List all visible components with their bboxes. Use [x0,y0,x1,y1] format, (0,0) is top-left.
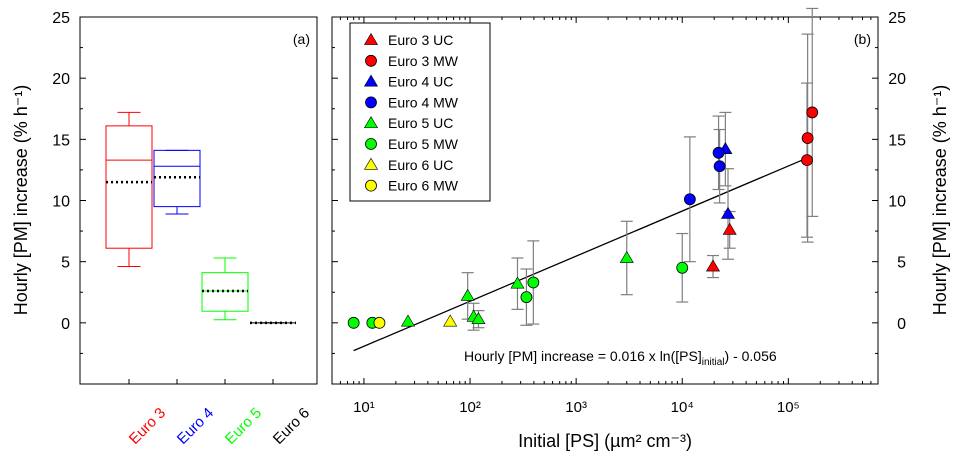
legend-marker [365,179,377,192]
panel-b-x-tick-label: 10³ [565,399,587,416]
data-points [347,106,819,329]
legend-label: Euro 4 UC [388,74,453,90]
legend-box [349,22,491,202]
panel-b-label: (b) [854,31,871,47]
category-label: Euro 4 [174,405,217,448]
panel-a-y-tick-label: 15 [52,132,70,149]
panel-b-x-tick-label: 10⁵ [777,399,800,416]
panel-a-categories: Euro 3 Euro 4 Euro 5 Euro 6 [126,379,313,448]
fit-equation-tail: ) - 0.056 [725,348,777,364]
data-point [676,261,689,274]
data-point [806,106,819,119]
data-point [720,206,736,219]
data-point [471,312,486,325]
panel-b-y-tick-label: 20 [888,71,906,88]
panel-b-y-tick-label: 5 [897,255,906,272]
legend-marker [365,96,377,109]
fit-equation-main: Hourly [PM] increase = 0.016 x ln([PS] [464,348,702,364]
data-point [527,276,540,289]
box-body [105,125,153,249]
category-label: Euro 5 [222,405,265,448]
panel-a-frame [79,16,318,385]
legend-marker [363,32,379,45]
legend-label: Euro 3 MW [388,53,459,69]
legend-marker [363,74,379,87]
panel-a-y-tick-label: 25 [52,10,70,27]
panel-a-y-tick-label: 5 [61,255,70,272]
panel-b-y-axis: 0 5 10 15 20 25 [332,10,906,354]
box-euro-3 [105,111,153,268]
y-axis-title-left: Hourly [PM] increase (% h⁻¹) [11,85,31,316]
fit-line [353,157,808,352]
data-point [443,314,458,327]
panel-b-x-axis: 10¹ 10² 10³ 10⁴ 10⁵ [331,17,879,416]
box-euro-4 [153,149,201,215]
legend-label: Euro 4 MW [388,94,459,110]
legend-marker [363,157,379,170]
fit-equation: Hourly [PM] increase = 0.016 x ln([PS]in… [464,348,777,368]
legend-label: Euro 5 UC [388,115,453,131]
panel-b-y-tick-label: 0 [897,316,906,333]
data-point [801,132,814,145]
panel-b-x-tick-label: 10⁴ [671,399,694,416]
panel-b-y-tick-label: 10 [888,194,906,211]
data-point [722,222,737,235]
data-point [705,259,721,272]
legend-marker [365,54,377,67]
data-point [400,314,415,327]
data-point [520,291,533,304]
data-point [347,316,360,329]
data-point [373,316,386,329]
data-point [683,193,696,206]
panel-b-x-tick-label: 10¹ [353,399,375,416]
panel-a-y-tick-label: 20 [52,71,70,88]
panel-a-y-tick-label: 10 [52,194,70,211]
panel-a-label: (a) [293,31,310,47]
legend-label: Euro 5 MW [388,136,459,152]
fit-equation-subscript: initial [702,357,725,368]
box-euro-5 [201,257,249,321]
legend: Euro 3 UC Euro 3 MW Euro 4 UC Euro 4 MW Euro… [349,22,491,202]
x-axis-title: Initial [PS] (µm² cm⁻³) [518,431,692,451]
fit-line-group [353,157,808,352]
panel-a-boxes [105,111,296,325]
data-point [460,288,475,301]
legend-label: Euro 3 UC [388,32,453,48]
legend-label: Euro 6 UC [388,157,453,173]
legend-marker [363,116,379,129]
panel-b-y-tick-label: 25 [888,10,906,27]
panel-b-x-tick-label: 10² [459,399,481,416]
legend-label: Euro 6 MW [388,178,459,194]
panel-b-y-tick-label: 15 [888,132,906,149]
data-point [510,276,525,289]
category-label: Euro 6 [270,405,313,448]
panel-a-y-tick-label: 0 [61,316,70,333]
y-axis-title-right: Hourly [PM] increase (% h⁻¹) [930,85,950,316]
data-point [619,250,634,263]
panel-a-y-axis: 0 5 10 15 20 25 [52,10,86,354]
data-point [801,154,813,167]
legend-marker [365,138,377,150]
data-point [712,146,725,159]
data-point [713,160,726,173]
category-label: Euro 3 [126,405,169,448]
